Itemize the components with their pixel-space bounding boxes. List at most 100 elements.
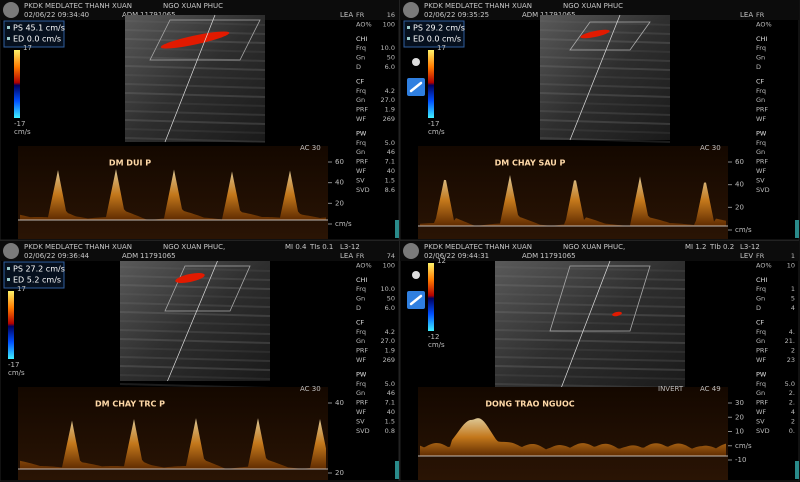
index: MI 1.2	[685, 243, 706, 251]
param-value: 16	[387, 11, 395, 19]
param-label: WF	[756, 356, 766, 364]
param-label: D	[356, 304, 361, 312]
adm: ADM	[522, 252, 538, 260]
tissue-band	[124, 92, 266, 98]
param-label: Gn	[756, 295, 765, 303]
param-label: Frq	[756, 380, 766, 388]
invert: INVERT	[658, 385, 684, 393]
param-value: 27.0	[381, 337, 395, 345]
color-box	[569, 21, 651, 51]
param-value: 50	[387, 295, 395, 303]
param-label: FR	[356, 252, 365, 260]
param-value: 5.0	[385, 380, 395, 388]
param-value: 6.0	[385, 304, 395, 312]
patient-name: NGO XUAN PHUC	[163, 2, 223, 10]
param-value: 40	[387, 167, 395, 175]
preset: LEA	[340, 252, 353, 260]
status-bar	[395, 461, 399, 479]
clinic: PKDK MEDLATEC THANH XUAN	[424, 243, 532, 251]
param-value: 23	[787, 356, 795, 364]
spectrum-waveform	[420, 175, 726, 226]
tissue-band	[119, 311, 271, 317]
tissue-band	[124, 128, 266, 134]
param-label: WF	[756, 408, 766, 416]
param-value: 1.9	[385, 347, 395, 355]
tissue-band	[494, 329, 686, 335]
param-label: SV	[356, 176, 365, 184]
header-bar	[400, 0, 799, 20]
param-value: 1.9	[385, 106, 395, 114]
param-label: Frq	[756, 285, 766, 293]
clinic: PKDK MEDLATEC THANH XUAN	[24, 243, 132, 251]
doppler-label: DM DUI P	[109, 159, 151, 168]
flow-color	[580, 29, 610, 39]
scale-label: 20	[735, 413, 744, 421]
scale-label: 60	[735, 158, 744, 166]
measure-box	[3, 20, 65, 48]
param-value: 46	[387, 148, 395, 156]
tissue-band	[494, 356, 686, 362]
param-label: Gn	[356, 96, 365, 104]
color-scale-unit: cm/s	[428, 341, 445, 349]
param-value: 7.1	[385, 158, 395, 166]
spectrum-waveform	[420, 418, 726, 456]
tissue-band	[124, 119, 266, 125]
tissue-band	[124, 101, 266, 107]
scale-label: 20	[335, 199, 344, 207]
tissue-band	[494, 284, 686, 290]
icon-link-glyph	[409, 81, 423, 93]
param-group: PW	[356, 129, 367, 137]
ac: AC 30	[700, 144, 721, 152]
logo	[3, 2, 19, 18]
color-bar	[14, 50, 20, 118]
param-label: PRF	[756, 158, 768, 166]
param-label: Frq	[356, 380, 366, 388]
flow-color	[160, 31, 230, 49]
bullet	[7, 37, 10, 40]
param-label: Gn	[356, 337, 365, 345]
spectrum-waveform	[20, 169, 326, 220]
scale-label: 20	[735, 203, 744, 211]
tissue-band	[539, 137, 671, 143]
param-label: AO%	[356, 20, 372, 28]
param-value: 5	[791, 295, 795, 303]
param-value: 7.1	[385, 399, 395, 407]
measurement: PS 45.1 cm/s	[13, 24, 65, 33]
measure-box	[403, 20, 465, 48]
probe: L3-12	[740, 243, 760, 251]
param-label: SV	[356, 417, 365, 425]
tissue-band	[494, 293, 686, 299]
param-value: 4.2	[385, 87, 395, 95]
param-label: Frq	[756, 139, 766, 147]
patient-name: NGO XUAN PHUC,	[163, 243, 225, 251]
tissue-band	[539, 101, 671, 107]
color-scale-unit: cm/s	[428, 128, 445, 136]
param-label: Frq	[756, 87, 766, 95]
tissue-band	[539, 74, 671, 80]
tissue-band	[119, 338, 271, 344]
param-value: 21.	[785, 337, 795, 345]
preset: LEA	[340, 11, 353, 19]
scale-label: cm/s	[735, 226, 752, 234]
param-label: FR	[356, 11, 365, 19]
param-label: AO%	[756, 261, 772, 269]
param-value: 10.0	[381, 285, 395, 293]
param-label: SVD	[756, 186, 770, 194]
param-label: Frq	[356, 285, 366, 293]
tissue-band	[494, 275, 686, 281]
bullet	[7, 278, 10, 281]
color-scale-bottom: -17	[14, 120, 25, 128]
datetime: 02/06/22 09:44:31	[424, 252, 489, 260]
param-value: 269	[383, 115, 395, 123]
tissue-band	[119, 293, 271, 299]
icon-sun	[412, 271, 420, 279]
flow-color	[612, 311, 622, 317]
tissue-band	[119, 365, 271, 371]
logo	[403, 2, 419, 18]
color-box	[549, 265, 651, 332]
measurement: ED 0.0 cm/s	[413, 35, 461, 44]
color-bar	[8, 291, 14, 359]
param-value: 10.0	[381, 44, 395, 52]
